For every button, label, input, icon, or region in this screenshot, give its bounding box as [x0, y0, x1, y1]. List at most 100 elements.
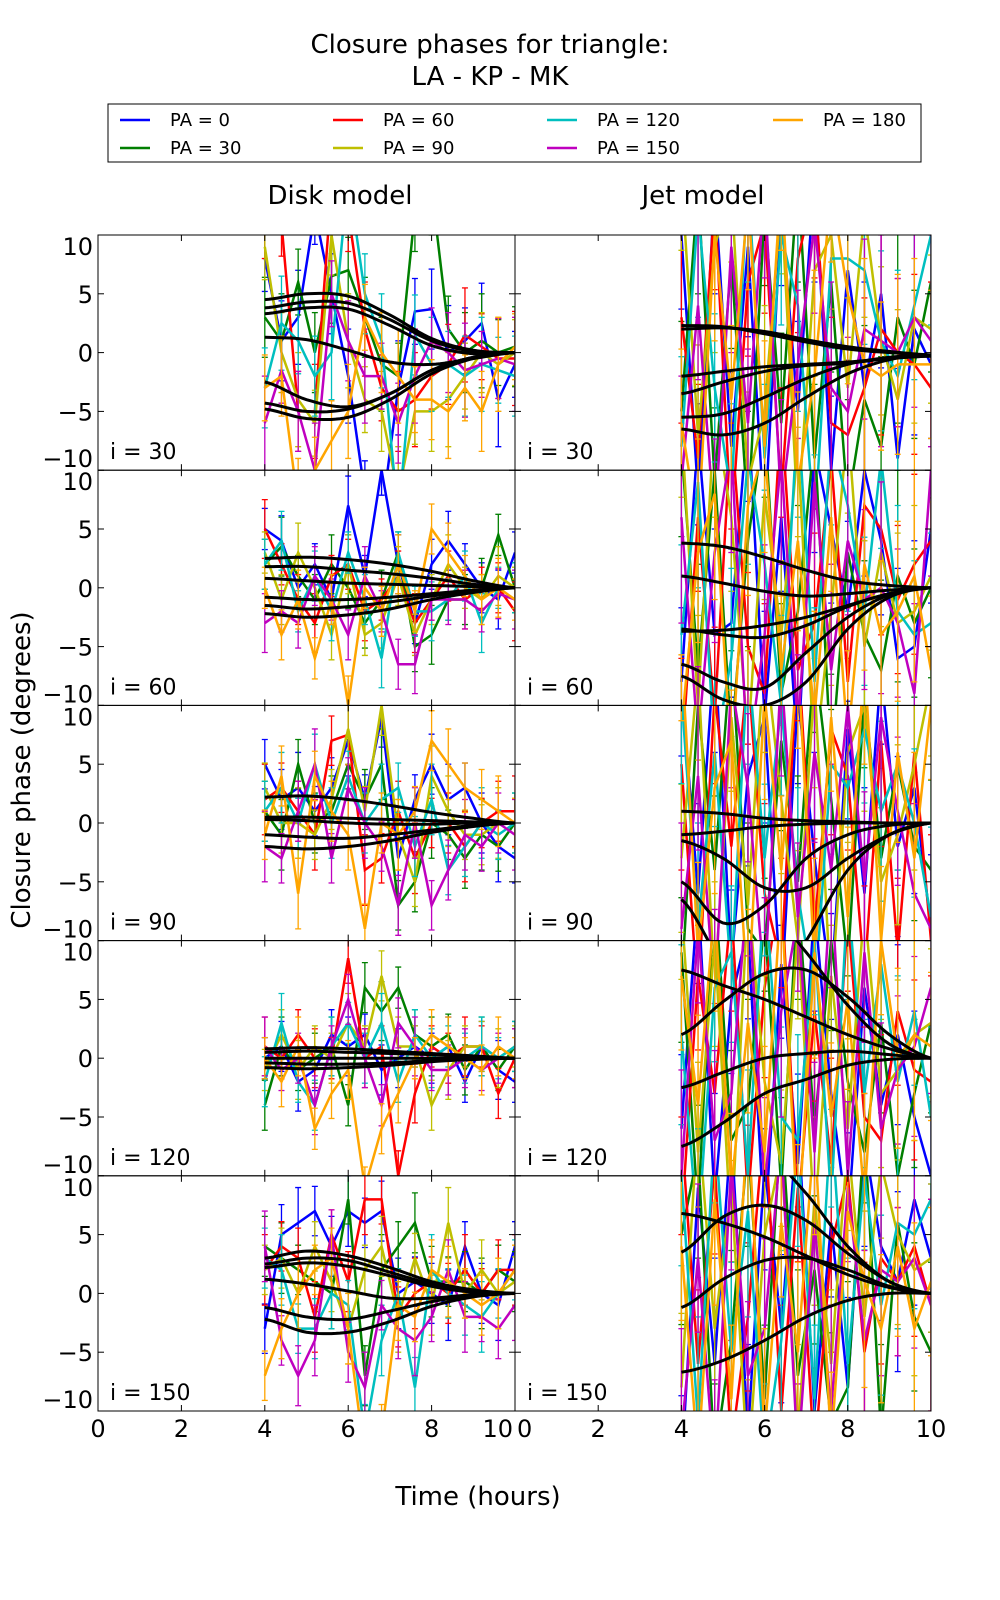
legend-label: PA = 90 — [383, 138, 454, 159]
y-tick-label: 10 — [62, 233, 93, 261]
x-tick-label: 2 — [174, 1415, 189, 1443]
y-tick-label: 0 — [78, 810, 93, 838]
chart-title-line1: Closure phases for triangle: — [311, 30, 670, 60]
model-curve — [264, 586, 515, 619]
model-curve — [264, 1291, 515, 1336]
model-curve — [681, 586, 931, 691]
model-curve — [680, 821, 931, 926]
x-tick-label: 8 — [424, 1415, 439, 1443]
y-tick-label: −10 — [42, 916, 93, 944]
y-tick-label: −10 — [42, 445, 93, 473]
panel-inclination-label: i = 90 — [110, 911, 177, 936]
model-curve — [681, 968, 931, 1060]
legend-label: PA = 120 — [597, 110, 680, 131]
series-line — [680, 1175, 931, 1412]
series-line — [263, 1234, 515, 1392]
model-curve — [681, 326, 931, 357]
chart-title-line2: LA - KP - MK — [412, 62, 570, 92]
y-tick-label: 5 — [78, 986, 93, 1014]
model-curve — [264, 351, 515, 422]
panel-disk-model-90 — [261, 705, 515, 941]
series-line — [264, 313, 515, 471]
model-curve — [681, 541, 931, 590]
y-tick-label: 5 — [78, 281, 93, 309]
series-pa-0 — [261, 705, 515, 895]
model-curve — [264, 564, 515, 590]
series-line — [680, 940, 931, 1176]
model-curve — [680, 1255, 931, 1309]
x-tick-label: 10 — [482, 1415, 513, 1443]
y-tick-label: −5 — [58, 634, 93, 662]
series-pa-180 — [261, 1009, 515, 1176]
series-pa-180 — [678, 235, 931, 471]
series-line — [263, 1256, 515, 1412]
y-tick-label: −5 — [58, 1339, 93, 1367]
panel-jet-model-150 — [678, 1175, 931, 1412]
panel-inclination-label: i = 30 — [110, 440, 177, 465]
y-tick-label: −10 — [42, 1386, 93, 1414]
model-curve — [680, 966, 931, 1060]
series-line — [684, 470, 931, 706]
y-tick-label: 10 — [62, 1174, 93, 1202]
series-line — [680, 940, 931, 1176]
series-line — [264, 1222, 515, 1333]
y-tick-label: −5 — [58, 1104, 93, 1132]
y-tick-label: 0 — [78, 1280, 93, 1308]
series-line — [680, 705, 931, 941]
model-curve — [264, 1261, 515, 1295]
model-curve — [264, 576, 515, 590]
model-curve — [264, 299, 515, 355]
y-tick-label: 5 — [78, 1222, 93, 1250]
series-pa-180 — [261, 283, 515, 471]
x-tick-label: 0 — [90, 1415, 105, 1443]
panel-inclination-label: i = 60 — [110, 675, 177, 700]
legend-frame — [107, 103, 922, 163]
series-line — [264, 470, 515, 628]
panel-jet-model-90 — [678, 705, 931, 941]
series-line — [263, 1032, 515, 1176]
legend-label: PA = 60 — [383, 110, 454, 131]
panel-jet-model-60 — [678, 470, 931, 706]
y-tick-label: −5 — [58, 398, 93, 426]
series-line — [263, 716, 515, 860]
model-curve — [794, 940, 931, 1060]
panel-disk-model-150 — [261, 1175, 515, 1412]
model-curve — [264, 1056, 515, 1071]
column-title-jet: Jet model — [639, 181, 764, 211]
panel-disk-model-30 — [261, 235, 515, 471]
x-tick-label: 4 — [257, 1415, 272, 1443]
model-curve — [681, 1049, 931, 1090]
panel-inclination-label: i = 120 — [527, 1146, 608, 1171]
legend-label: PA = 180 — [823, 110, 906, 131]
model-curve — [264, 305, 515, 356]
model-curve — [681, 353, 931, 419]
y-tick-label: 0 — [78, 575, 93, 603]
y-tick-label: 5 — [78, 516, 93, 544]
model-curve — [264, 817, 515, 826]
y-tick-label: 0 — [78, 1045, 93, 1073]
y-tick-label: 10 — [62, 939, 93, 967]
series-line — [682, 1175, 931, 1412]
series-line — [264, 759, 515, 910]
series-line — [680, 235, 931, 471]
panels — [261, 235, 931, 1412]
axes: i = 30 10 5 0 −5 −10 i = 30 i = 60 10 5 0 −5 −10 i = … — [42, 233, 946, 1443]
panel-inclination-label: i = 150 — [110, 1381, 191, 1406]
x-tick-label: 6 — [341, 1415, 356, 1443]
legend-label: PA = 30 — [170, 138, 241, 159]
legend: PA = 0 PA = 30 PA = 60 PA = 90 PA = 120 PA = … — [107, 103, 922, 163]
panel-inclination-label: i = 60 — [527, 675, 594, 700]
model-curve — [680, 586, 931, 706]
panel-jet-model-30 — [678, 235, 931, 471]
model-curve — [681, 821, 931, 837]
series-line — [680, 235, 931, 471]
panel-disk-model-120 — [261, 940, 515, 1176]
panel-disk-model-60 — [261, 470, 515, 706]
y-tick-label: −10 — [42, 1151, 93, 1179]
series-line — [263, 537, 515, 659]
panel-inclination-label: i = 90 — [527, 911, 594, 936]
y-tick-label: 10 — [62, 468, 93, 496]
panel-inclination-label: i = 30 — [527, 440, 594, 465]
y-tick-label: 10 — [62, 703, 93, 731]
